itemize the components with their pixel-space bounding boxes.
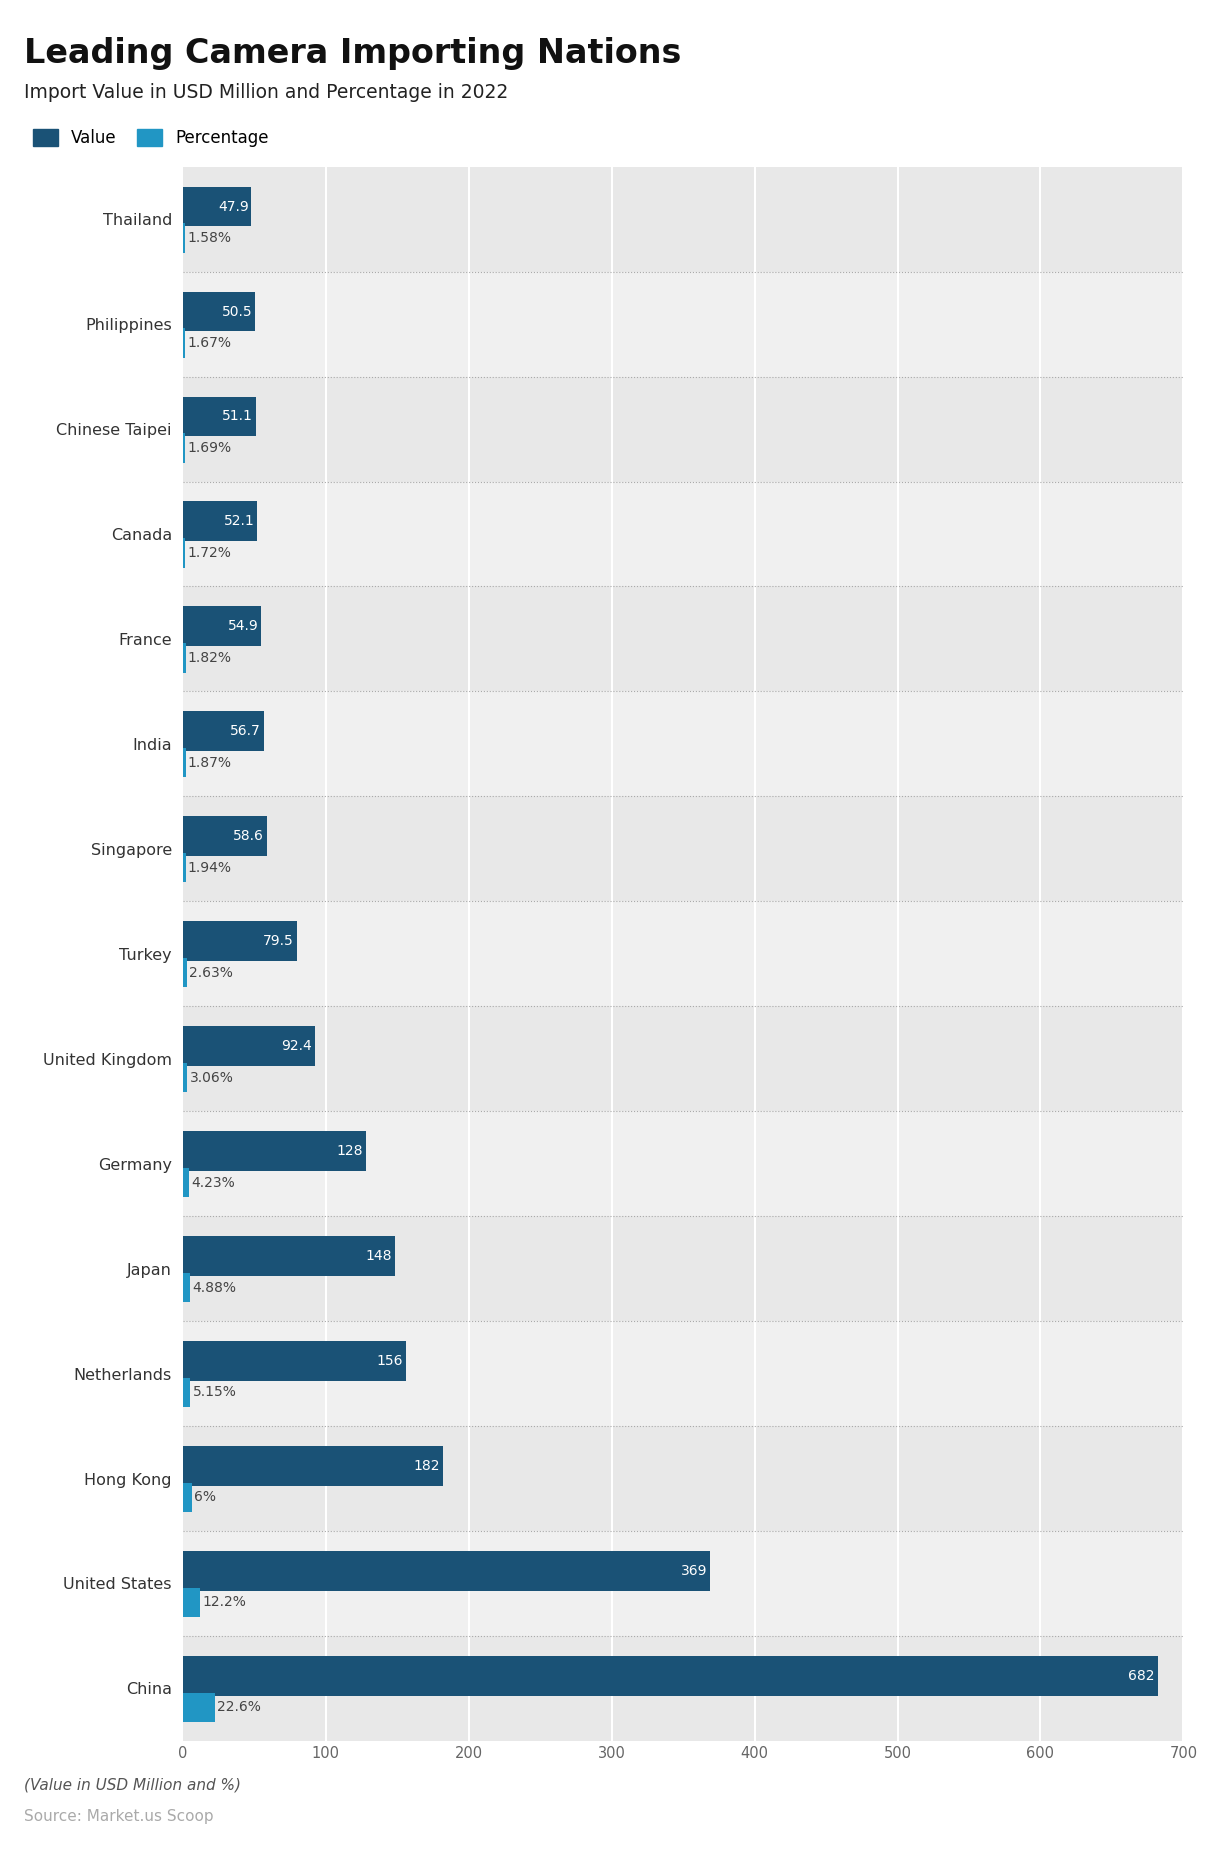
Text: 182: 182 — [414, 1459, 440, 1472]
Bar — [183, 482, 1183, 587]
Text: 5.15%: 5.15% — [193, 1385, 237, 1400]
Text: 148: 148 — [365, 1248, 392, 1263]
Bar — [183, 1656, 1158, 1696]
Bar — [183, 291, 255, 332]
Bar — [183, 1169, 189, 1196]
Bar — [183, 643, 185, 672]
Bar — [183, 1217, 1183, 1320]
Bar — [183, 1063, 188, 1093]
Bar — [183, 396, 256, 437]
Bar — [183, 817, 267, 856]
Text: 58.6: 58.6 — [233, 830, 264, 843]
Bar — [183, 539, 185, 567]
Bar — [183, 1483, 192, 1511]
Text: 52.1: 52.1 — [223, 515, 255, 528]
Bar — [183, 376, 1183, 482]
Bar — [183, 167, 1183, 272]
Bar — [183, 224, 185, 252]
Text: 22.6%: 22.6% — [217, 1700, 261, 1715]
Bar — [183, 1446, 443, 1485]
Text: 1.94%: 1.94% — [188, 861, 232, 874]
Bar — [183, 1111, 1183, 1217]
Text: 79.5: 79.5 — [264, 933, 294, 948]
Text: 56.7: 56.7 — [231, 724, 261, 739]
Text: 92.4: 92.4 — [282, 1039, 312, 1054]
Bar — [183, 1635, 1183, 1741]
Text: 682: 682 — [1128, 1669, 1155, 1683]
Bar — [183, 1550, 710, 1591]
Text: Import Value in USD Million and Percentage in 2022: Import Value in USD Million and Percenta… — [24, 83, 509, 102]
Text: 12.2%: 12.2% — [203, 1595, 246, 1609]
Bar — [183, 1378, 190, 1408]
Bar — [183, 854, 185, 882]
Bar — [183, 1426, 1183, 1532]
Bar — [183, 1026, 315, 1067]
Bar — [183, 187, 251, 226]
Bar — [183, 502, 257, 541]
Bar — [183, 1320, 1183, 1426]
Bar — [183, 902, 1183, 1006]
Legend: Value, Percentage: Value, Percentage — [33, 128, 268, 146]
Bar — [183, 920, 296, 961]
Bar — [183, 1341, 406, 1382]
Bar — [183, 711, 264, 752]
Text: 1.82%: 1.82% — [188, 650, 232, 665]
Text: Leading Camera Importing Nations: Leading Camera Importing Nations — [24, 37, 682, 70]
Text: 1.58%: 1.58% — [188, 232, 232, 244]
Bar — [183, 957, 187, 987]
Bar — [183, 1272, 190, 1302]
Bar — [183, 433, 185, 463]
Bar — [183, 272, 1183, 376]
Text: 1.87%: 1.87% — [188, 756, 232, 770]
Text: 51.1: 51.1 — [222, 409, 254, 424]
Bar — [183, 606, 261, 646]
Text: 128: 128 — [337, 1145, 364, 1158]
Bar — [183, 1587, 200, 1617]
Text: 54.9: 54.9 — [228, 619, 259, 633]
Text: 6%: 6% — [194, 1491, 216, 1504]
Text: 156: 156 — [377, 1354, 403, 1369]
Bar — [183, 328, 185, 357]
Text: 1.72%: 1.72% — [188, 546, 232, 559]
Bar — [183, 691, 1183, 796]
Bar — [183, 1693, 215, 1722]
Text: 1.67%: 1.67% — [188, 335, 232, 350]
Bar — [183, 748, 185, 778]
Bar — [183, 587, 1183, 691]
Text: 369: 369 — [681, 1563, 708, 1578]
Text: 4.88%: 4.88% — [192, 1280, 237, 1295]
Text: 2.63%: 2.63% — [189, 965, 233, 980]
Text: 3.06%: 3.06% — [189, 1070, 233, 1085]
Bar — [183, 1235, 394, 1276]
Bar — [183, 1006, 1183, 1111]
Text: (Value in USD Million and %): (Value in USD Million and %) — [24, 1778, 242, 1793]
Bar — [183, 796, 1183, 902]
Text: 50.5: 50.5 — [222, 304, 253, 319]
Text: 1.69%: 1.69% — [188, 441, 232, 456]
Bar — [183, 1532, 1183, 1635]
Text: 47.9: 47.9 — [218, 200, 249, 213]
Text: Source: Market.us Scoop: Source: Market.us Scoop — [24, 1809, 214, 1824]
Text: 4.23%: 4.23% — [192, 1176, 235, 1189]
Bar — [183, 1132, 366, 1170]
